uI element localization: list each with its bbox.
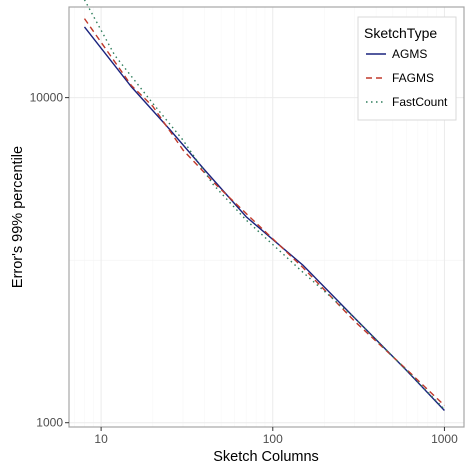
legend-items: AGMS FAGMS FastCount: [366, 47, 448, 109]
axis-ticks: 10 100 1000 1000 10000: [30, 91, 458, 446]
x-tick-label: 10: [94, 432, 108, 446]
grid-lines: [69, 7, 464, 427]
legend-label-fastcount: FastCount: [392, 95, 448, 109]
x-tick-label: 1000: [431, 432, 458, 446]
y-tick-label: 10000: [30, 91, 64, 105]
series-lines: [83, 0, 445, 412]
x-axis-title: Sketch Columns: [213, 449, 319, 465]
y-tick-label: 1000: [36, 416, 63, 430]
plot-panel-border: [68, 6, 465, 428]
legend: SketchType AGMS FAGMS FastCount: [357, 16, 457, 121]
y-axis-title: Error's 99% percentile: [10, 146, 26, 288]
legend-label-agms: AGMS: [392, 47, 427, 61]
x-tick-label: 100: [263, 432, 283, 446]
series-line-fastcount: [83, 0, 445, 410]
legend-label-fagms: FAGMS: [392, 71, 434, 85]
legend-title: SketchType: [364, 25, 437, 41]
series-line-fagms: [83, 18, 445, 406]
legend-box: [357, 16, 457, 121]
